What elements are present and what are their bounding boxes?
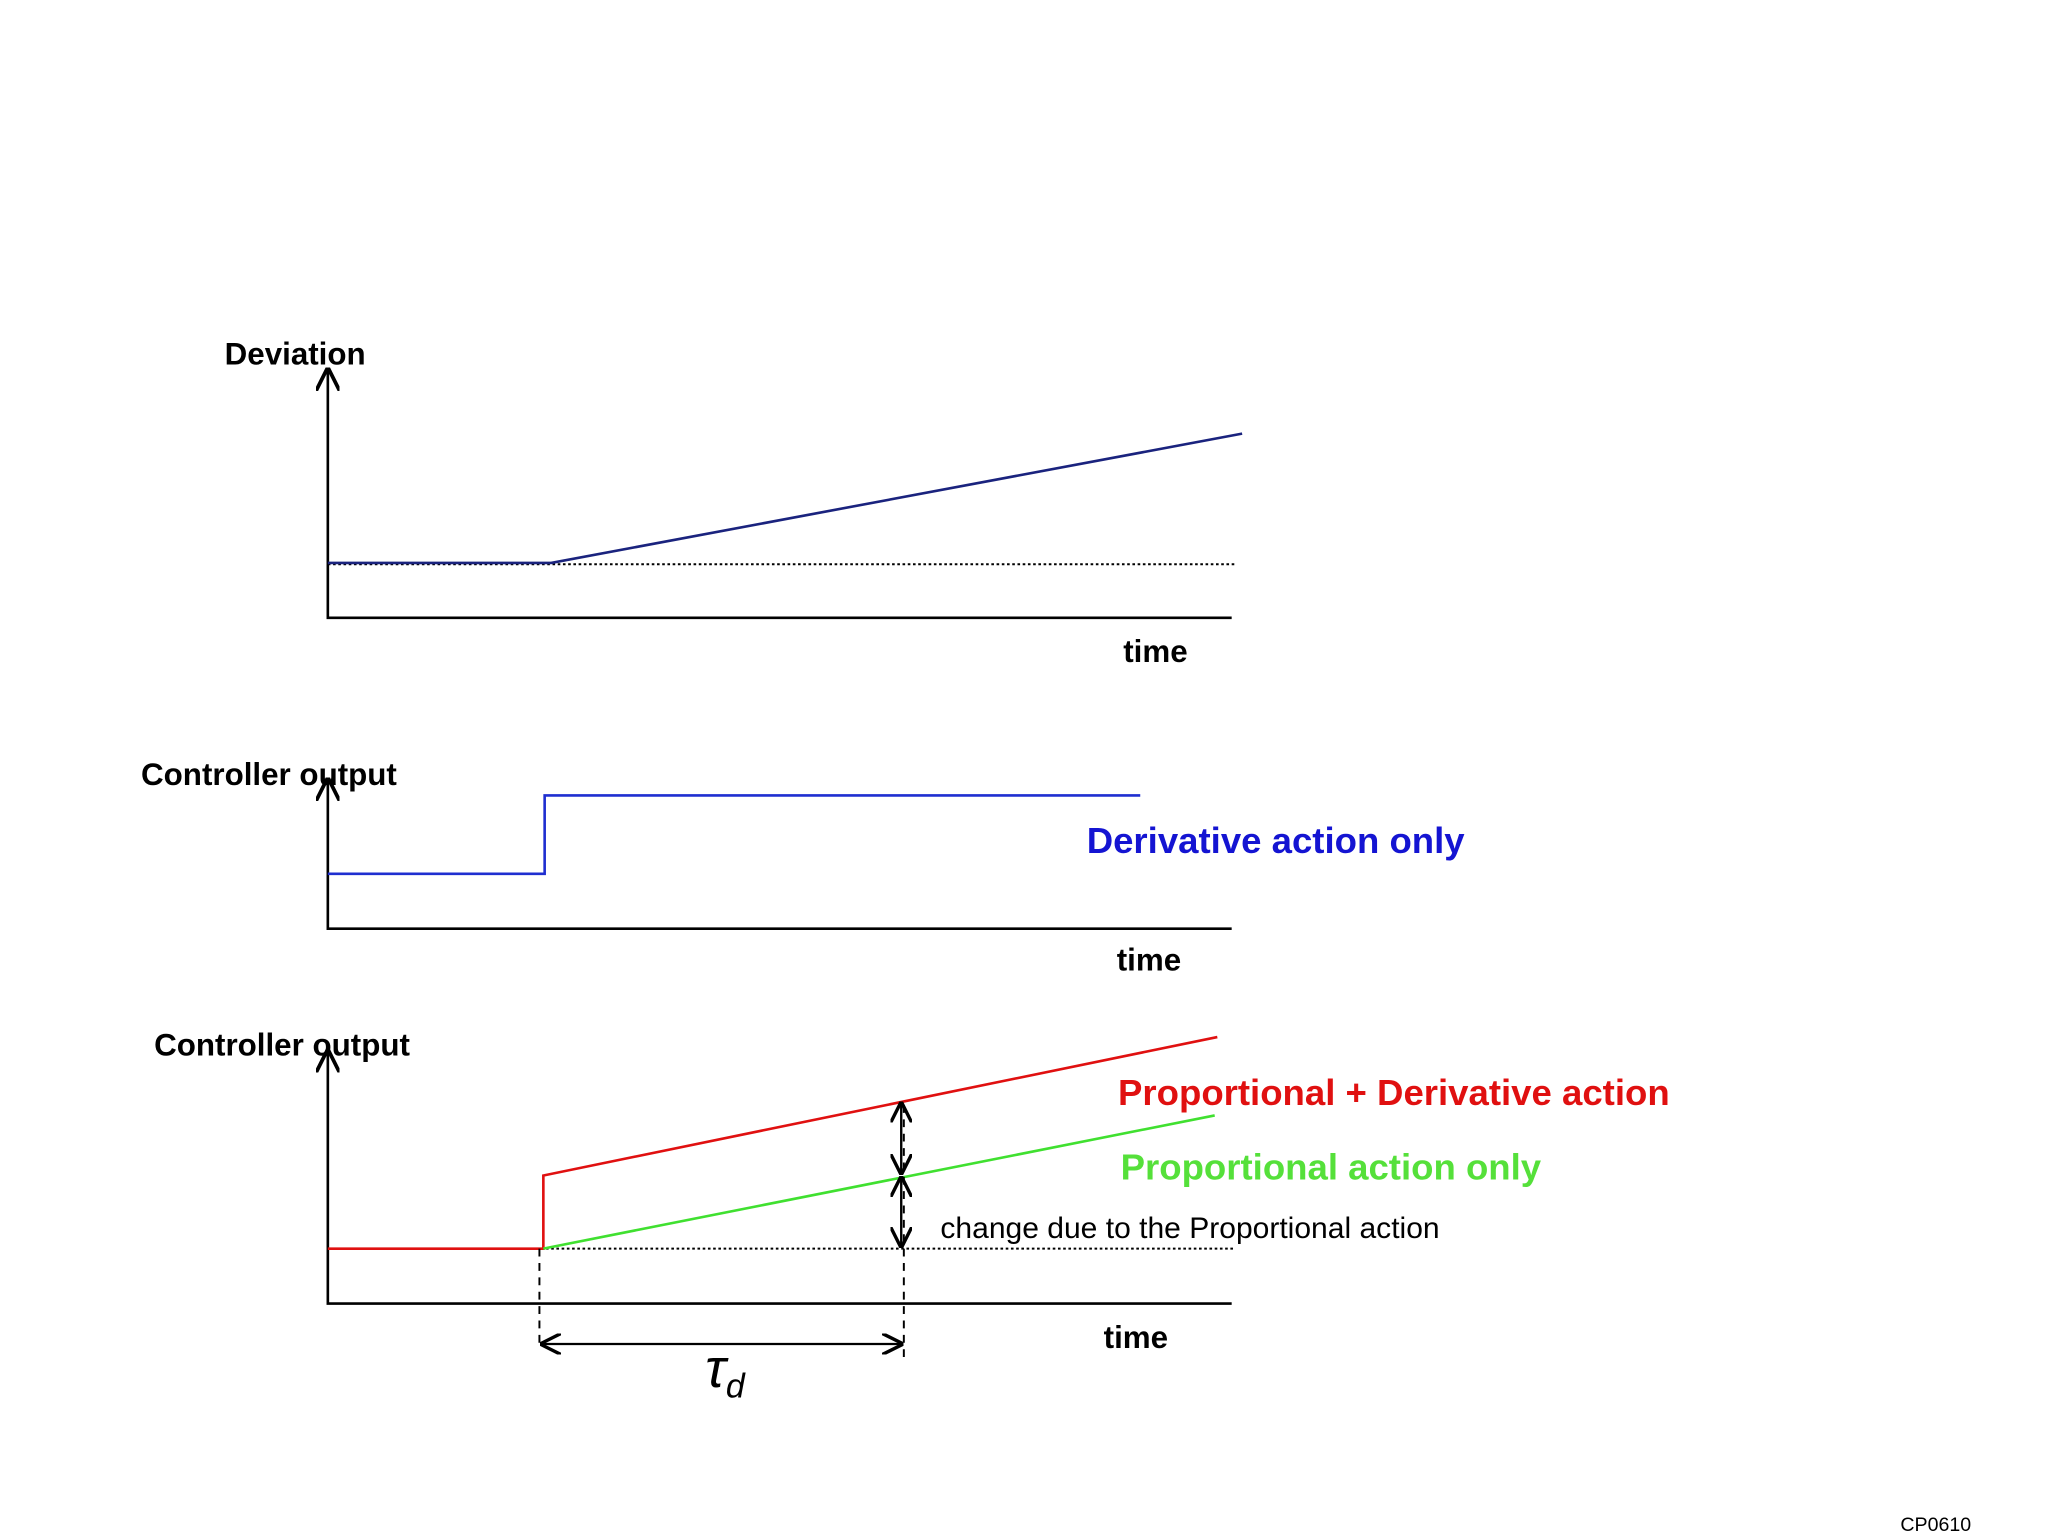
x-label: time [1117,942,1181,977]
annotation: change due to the Proportional action [940,1212,1439,1245]
footer: CP0610 [1900,1514,1971,1536]
tau-subscript: d [726,1368,746,1406]
p-output [543,1114,1215,1250]
y-label: Controller output [154,1027,410,1062]
y-label: Deviation [225,336,366,371]
x-label: time [1123,634,1187,669]
annotation: Derivative action only [1087,820,1466,861]
x-label: time [1104,1320,1168,1355]
derivative-output [327,794,1141,876]
deviation-curve [327,432,1243,565]
tau-symbol: τ [705,1337,729,1399]
annotation: Proportional action only [1121,1146,1542,1187]
tau-label: τd [705,1337,746,1405]
annotation: Proportional + Derivative action [1118,1072,1670,1113]
y-label: Controller output [141,757,397,792]
pd-output [327,1035,1218,1250]
axes [328,780,1232,930]
axes [328,370,1232,620]
axes [328,1051,1232,1305]
